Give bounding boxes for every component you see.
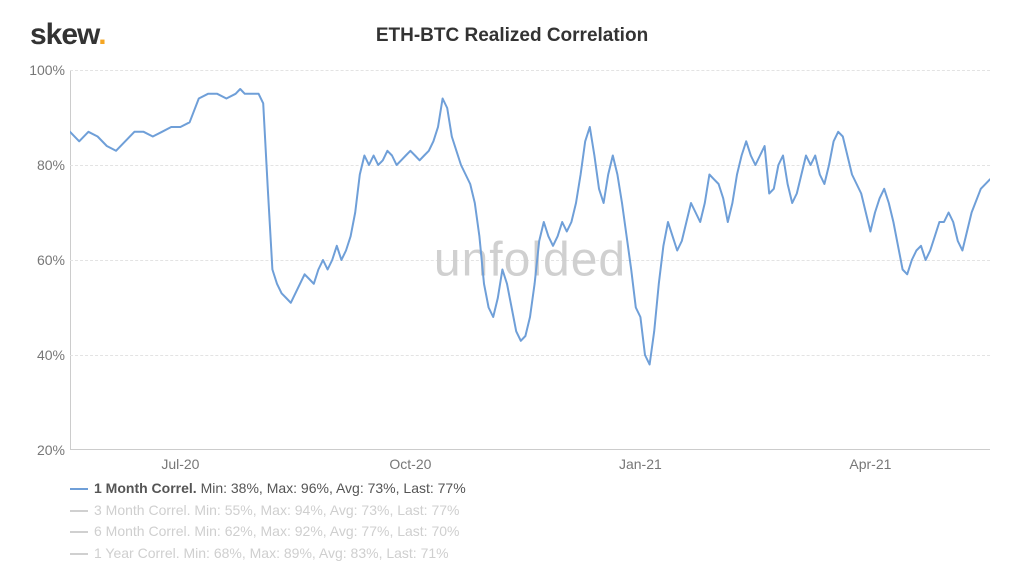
x-axis-label: Jul-20 [161, 456, 199, 472]
legend-stats: Min: 38%, Max: 96%, Avg: 73%, Last: 77% [201, 480, 466, 496]
legend-swatch [70, 531, 88, 533]
legend-label: 3 Month Correl. [94, 502, 194, 518]
legend-label: 6 Month Correl. [94, 523, 194, 539]
legend-swatch [70, 553, 88, 555]
legend-swatch [70, 488, 88, 490]
y-axis-label: 100% [25, 62, 65, 78]
y-axis-label: 60% [25, 252, 65, 268]
legend-text: 1 Month Correl. Min: 38%, Max: 96%, Avg:… [94, 478, 466, 500]
legend-item[interactable]: 1 Year Correl. Min: 68%, Max: 89%, Avg: … [70, 543, 466, 565]
legend-stats: Min: 55%, Max: 94%, Avg: 73%, Last: 77% [194, 502, 459, 518]
legend-item[interactable]: 1 Month Correl. Min: 38%, Max: 96%, Avg:… [70, 478, 466, 500]
chart-title: ETH-BTC Realized Correlation [0, 25, 1024, 47]
chart-area: 20%40%60%80%100% Jul-20Oct-20Jan-21Apr-2… [70, 70, 990, 450]
y-axis-label: 80% [25, 157, 65, 173]
legend-label: 1 Month Correl. [94, 480, 201, 496]
line-chart [70, 70, 990, 450]
x-axis-label: Jan-21 [619, 456, 662, 472]
legend-stats: Min: 62%, Max: 92%, Avg: 77%, Last: 70% [194, 523, 459, 539]
legend-item[interactable]: 3 Month Correl. Min: 55%, Max: 94%, Avg:… [70, 500, 466, 522]
x-axis-label: Oct-20 [389, 456, 431, 472]
legend-swatch [70, 510, 88, 512]
x-axis-label: Apr-21 [849, 456, 891, 472]
y-axis-label: 40% [25, 347, 65, 363]
legend-text: 3 Month Correl. Min: 55%, Max: 94%, Avg:… [94, 500, 459, 522]
legend: 1 Month Correl. Min: 38%, Max: 96%, Avg:… [70, 478, 466, 565]
legend-text: 6 Month Correl. Min: 62%, Max: 92%, Avg:… [94, 521, 459, 543]
legend-stats: Min: 68%, Max: 89%, Avg: 83%, Last: 71% [184, 545, 449, 561]
legend-label: 1 Year Correl. [94, 545, 184, 561]
series-line [70, 89, 990, 365]
legend-item[interactable]: 6 Month Correl. Min: 62%, Max: 92%, Avg:… [70, 521, 466, 543]
legend-text: 1 Year Correl. Min: 68%, Max: 89%, Avg: … [94, 543, 449, 565]
y-axis-label: 20% [25, 442, 65, 458]
